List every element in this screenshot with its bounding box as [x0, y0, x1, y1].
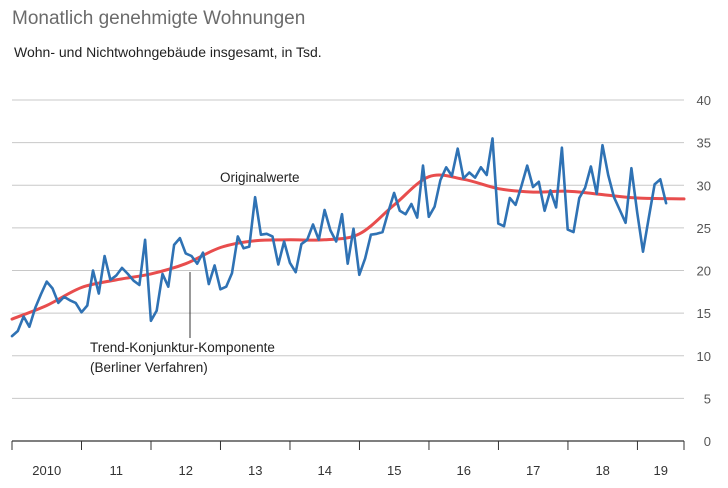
y-tick-label: 10	[697, 349, 711, 364]
y-tick-label: 35	[697, 136, 711, 151]
x-tick-label: 16	[456, 463, 470, 478]
x-tick-label: 15	[387, 463, 401, 478]
chart-title: Monatlich genehmigte Wohnungen	[12, 8, 306, 29]
x-tick-label: 12	[178, 463, 192, 478]
y-tick-label: 0	[704, 434, 711, 449]
series-line-trend	[10, 173, 686, 321]
x-tick-label: 14	[317, 463, 331, 478]
chart-subtitle: Wohn- und Nichtwohngebäude insgesamt, in…	[14, 44, 322, 60]
series-lines	[10, 137, 686, 338]
y-tick-label: 25	[697, 221, 711, 236]
annotations: Originalwerte Trend-Konjunktur-Komponent…	[90, 170, 300, 375]
x-tick-label: 11	[109, 463, 123, 478]
annotation-originalwerte: Originalwerte	[220, 170, 300, 185]
x-axis: 2010 11 12 13 14 15 16 17 18 19	[11, 440, 685, 478]
y-tick-label: 15	[697, 306, 711, 321]
annotation-trend-method: (Berliner Verfahren)	[90, 360, 208, 375]
y-axis-ticks: 0 5 10 15 20 25 30 35 40	[697, 93, 711, 449]
series-line-original	[10, 137, 668, 338]
x-tick-label: 19	[653, 463, 667, 478]
x-tick-label: 17	[526, 463, 540, 478]
y-tick-label: 30	[697, 178, 711, 193]
x-tick-label: 2010	[32, 463, 61, 478]
x-tick-label: 13	[248, 463, 262, 478]
y-tick-label: 40	[697, 93, 711, 108]
y-tick-label: 5	[704, 391, 711, 406]
gridlines	[12, 99, 684, 399]
annotation-trend: Trend-Konjunktur-Komponente	[90, 340, 275, 355]
x-tick-label: 18	[595, 463, 609, 478]
y-tick-label: 20	[697, 264, 711, 279]
